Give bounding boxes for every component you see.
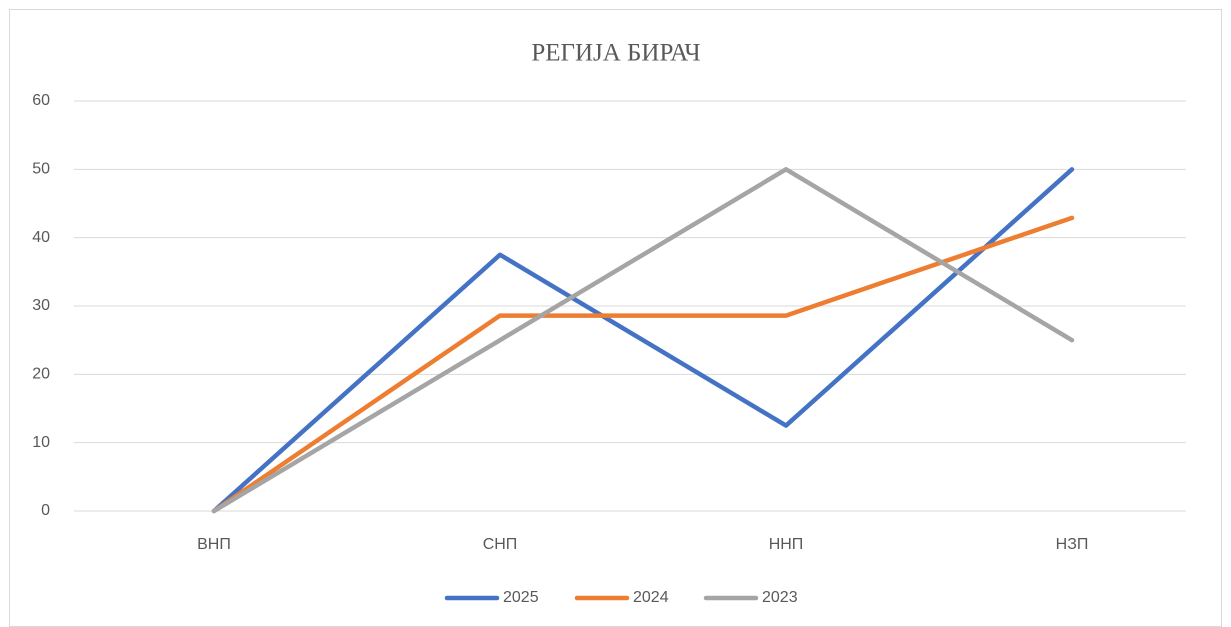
x-tick-label: СНП [483, 536, 518, 553]
legend-label: 2024 [633, 589, 669, 606]
chart-frame [9, 9, 1222, 627]
y-tick-label: 50 [32, 161, 50, 178]
y-tick-label: 20 [32, 366, 50, 383]
series-line [211, 167, 1075, 514]
y-tick-label: 40 [32, 229, 50, 246]
y-tick-label: 0 [41, 502, 50, 519]
x-tick-label: ННП [769, 536, 804, 553]
legend-label: 2023 [762, 589, 798, 606]
chart-title: РЕГИЈА БИРАЧ [531, 40, 700, 67]
y-tick-label: 30 [32, 297, 50, 314]
x-tick-label: НЗП [1056, 536, 1089, 553]
series-line [211, 215, 1075, 514]
y-tick-label: 60 [32, 92, 50, 109]
x-tick-label: ВНП [197, 536, 231, 553]
legend-label: 2025 [503, 589, 539, 606]
series-line [211, 167, 1075, 514]
y-tick-label: 10 [32, 434, 50, 451]
